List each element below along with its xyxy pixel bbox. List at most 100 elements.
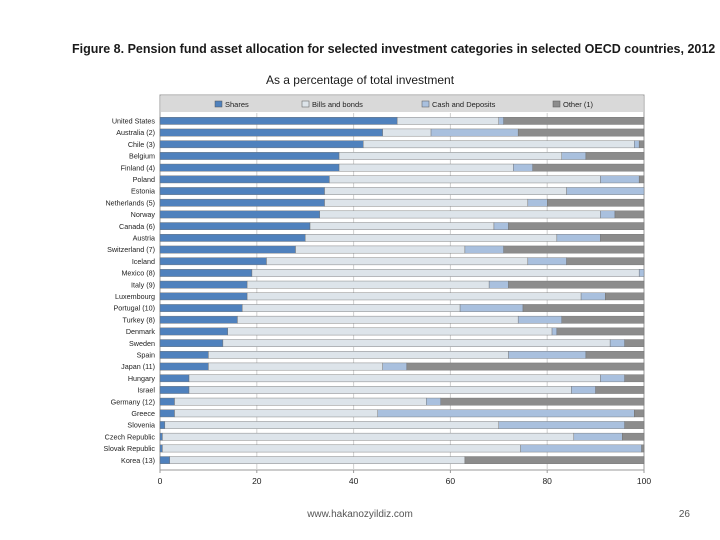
- category-label: Canada (6): [119, 222, 155, 231]
- bar-segment: [188, 386, 572, 394]
- bar-segment: [159, 327, 228, 336]
- bar-segment: [159, 152, 340, 160]
- bar-segment: [338, 163, 514, 172]
- category-label: United States: [112, 116, 156, 125]
- x-tick-label: 0: [158, 476, 163, 486]
- bar-segment: [396, 117, 500, 125]
- legend-swatch: [301, 100, 310, 108]
- bar-segment: [162, 432, 575, 441]
- bar-segment: [517, 128, 645, 137]
- bar-segment: [174, 409, 379, 418]
- bar-segment: [309, 222, 495, 230]
- bar-segment: [188, 374, 601, 383]
- bar-segment: [159, 421, 166, 429]
- bars: [159, 117, 645, 464]
- bar-segment: [159, 269, 253, 277]
- bar-segment: [159, 351, 209, 359]
- legend-label: Bills and bonds: [312, 100, 363, 109]
- category-label: Poland: [133, 175, 155, 184]
- bar-segment: [208, 351, 509, 359]
- bar-segment: [159, 117, 398, 125]
- bar-segment: [508, 222, 645, 230]
- category-label: Austria: [133, 233, 155, 242]
- legend-swatch: [214, 100, 223, 108]
- bar-segment: [406, 362, 645, 371]
- chart-title: Figure 8. Pension fund asset allocation …: [72, 42, 716, 56]
- category-label: Czech Republic: [105, 432, 156, 441]
- x-tick-label: 40: [349, 476, 359, 486]
- bar-segment: [159, 432, 163, 441]
- legend-swatch: [421, 100, 430, 108]
- bar-segment: [159, 292, 248, 301]
- bar-segment: [159, 128, 383, 137]
- bar-segment: [527, 257, 567, 266]
- category-label: Spain: [137, 350, 155, 359]
- bar-segment: [237, 315, 519, 324]
- bar-segment: [551, 327, 558, 336]
- bar-segment: [159, 140, 364, 149]
- bar-segment: [624, 374, 645, 383]
- bar-segment: [561, 152, 587, 160]
- bar-segment: [600, 210, 616, 219]
- category-label: Sweden: [129, 339, 155, 348]
- category-label: Norway: [131, 210, 156, 219]
- category-label: Israel: [137, 386, 155, 395]
- category-label: Hungary: [128, 374, 156, 383]
- bar-segment: [488, 280, 509, 289]
- bar-segment: [251, 269, 640, 277]
- bar-segment: [159, 234, 306, 242]
- bar-segment: [498, 117, 504, 125]
- bar-segment: [159, 339, 224, 347]
- bar-segment: [159, 245, 296, 254]
- category-label: Switzerland (7): [107, 245, 155, 254]
- bar-segment: [159, 210, 320, 219]
- bar-segment: [532, 163, 645, 172]
- bar-segment: [503, 117, 645, 125]
- bar-segment: [634, 140, 640, 149]
- bar-segment: [246, 280, 490, 289]
- category-label: Slovenia: [127, 421, 155, 430]
- bar-segment: [382, 362, 408, 371]
- legend-label: Other (1): [563, 100, 594, 109]
- bar-segment: [600, 175, 640, 184]
- bar-segment: [164, 421, 499, 429]
- bar-segment: [159, 397, 175, 406]
- bar-segment: [430, 128, 519, 137]
- bar-segment: [227, 327, 553, 336]
- bar-segment: [561, 315, 645, 324]
- bar-segment: [159, 280, 248, 289]
- bar-segment: [162, 444, 521, 453]
- bar-segment: [159, 456, 170, 464]
- bar-segment: [324, 198, 529, 207]
- category-label: Netherlands (5): [105, 198, 155, 207]
- bar-segment: [556, 234, 601, 242]
- x-tick-label: 80: [542, 476, 552, 486]
- bar-segment: [585, 351, 645, 359]
- category-label: Korea (13): [121, 456, 155, 465]
- bar-segment: [513, 163, 533, 172]
- bar-segment: [585, 152, 645, 160]
- bar-segment: [266, 257, 529, 266]
- bar-segment: [595, 386, 645, 394]
- bar-segment: [638, 140, 645, 149]
- bar-segment: [338, 152, 562, 160]
- bar-segment: [159, 222, 311, 230]
- bar-segment: [634, 409, 645, 418]
- bar-segment: [382, 128, 432, 137]
- bar-segment: [503, 245, 645, 254]
- bar-segment: [547, 198, 645, 207]
- bar-segment: [159, 163, 340, 172]
- category-label: Luxembourg: [115, 292, 155, 301]
- bar-segment: [426, 397, 441, 406]
- bar-segment: [159, 187, 325, 195]
- x-tick-label: 100: [637, 476, 651, 486]
- bar-segment: [159, 374, 190, 383]
- bar-segment: [222, 339, 611, 347]
- bar-segment: [641, 444, 645, 453]
- bar-segment: [329, 175, 601, 184]
- bar-segment: [580, 292, 606, 301]
- bar-segment: [159, 257, 267, 266]
- bar-segment: [159, 386, 190, 394]
- bar-segment: [295, 245, 466, 254]
- legend-label: Cash and Deposits: [432, 100, 496, 109]
